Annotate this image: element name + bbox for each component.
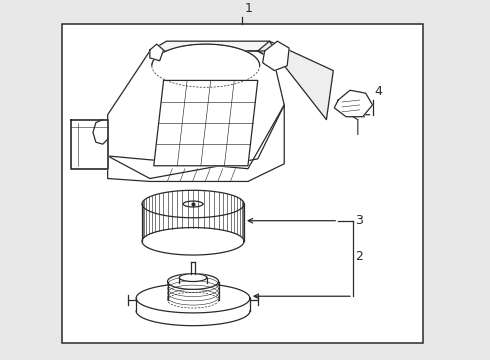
Polygon shape (136, 283, 250, 313)
Polygon shape (263, 41, 289, 71)
Polygon shape (108, 105, 284, 181)
Text: 3: 3 (355, 214, 363, 227)
Polygon shape (108, 51, 284, 179)
Polygon shape (152, 44, 260, 66)
Polygon shape (142, 228, 244, 255)
Polygon shape (136, 311, 250, 326)
Polygon shape (72, 120, 108, 169)
Polygon shape (150, 44, 164, 61)
Bar (62, 24, 422, 343)
Polygon shape (168, 292, 219, 308)
Polygon shape (258, 41, 333, 120)
Text: 4: 4 (374, 85, 382, 98)
Polygon shape (150, 41, 284, 66)
Text: 1: 1 (245, 2, 253, 15)
Polygon shape (154, 80, 258, 166)
Polygon shape (334, 90, 372, 117)
Polygon shape (142, 190, 244, 218)
Polygon shape (179, 274, 207, 282)
Text: 2: 2 (355, 251, 363, 264)
Polygon shape (168, 274, 219, 289)
